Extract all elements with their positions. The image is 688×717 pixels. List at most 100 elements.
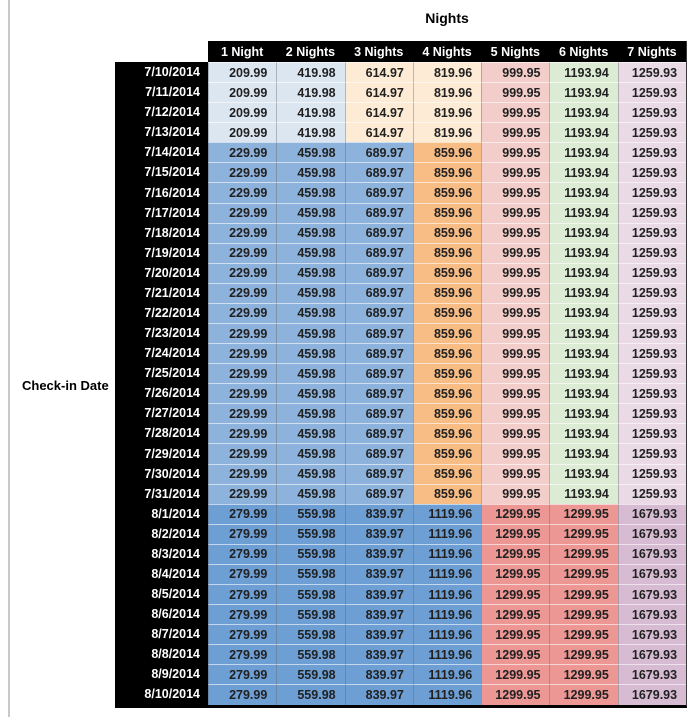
price-cell: 279.99	[208, 604, 277, 625]
price-cell: 1119.96	[412, 684, 482, 705]
price-cell: 1259.93	[617, 242, 687, 263]
price-cell: 1299.95	[549, 543, 618, 564]
price-cell: 1259.93	[617, 82, 687, 103]
price-cell: 1299.95	[481, 604, 550, 625]
price-cell: 229.99	[208, 262, 277, 283]
price-cell: 614.97	[344, 82, 413, 103]
price-cell: 859.96	[412, 483, 482, 504]
price-cell: 559.98	[276, 624, 345, 645]
price-cell: 559.98	[276, 563, 345, 585]
price-cell: 999.95	[481, 463, 550, 484]
price-cell: 689.97	[344, 323, 413, 344]
price-cell: 229.99	[208, 302, 277, 324]
row-date-cell: 7/30/2014	[115, 463, 208, 484]
price-cell: 459.98	[276, 363, 345, 384]
price-cell: 279.99	[208, 523, 277, 544]
price-cell: 999.95	[481, 383, 550, 404]
price-cell: 689.97	[344, 282, 413, 303]
price-cell: 999.95	[481, 142, 550, 163]
row-date-cell: 7/24/2014	[115, 343, 208, 364]
price-cell: 859.96	[412, 403, 482, 424]
row-date-cell: 8/10/2014	[115, 684, 208, 705]
column-header: 7 Nights	[617, 41, 687, 62]
price-cell: 1679.93	[617, 644, 687, 665]
price-cell: 209.99	[208, 62, 277, 83]
price-cell: 1299.95	[549, 664, 618, 685]
price-cell: 1259.93	[617, 323, 687, 344]
price-cell: 1259.93	[617, 443, 687, 464]
price-cell: 459.98	[276, 423, 345, 444]
price-cell: 999.95	[481, 162, 550, 183]
price-cell: 999.95	[481, 443, 550, 464]
price-cell: 689.97	[344, 403, 413, 424]
row-date-cell: 7/22/2014	[115, 302, 208, 324]
price-cell: 689.97	[344, 483, 413, 504]
price-cell: 1193.94	[549, 403, 618, 424]
price-cell: 1679.93	[617, 584, 687, 605]
price-cell: 1193.94	[549, 162, 618, 183]
price-cell: 1299.95	[549, 684, 618, 705]
price-cell: 229.99	[208, 242, 277, 263]
price-cell: 1299.95	[549, 644, 618, 665]
price-cell: 1259.93	[617, 122, 687, 143]
price-cell: 1259.93	[617, 182, 687, 203]
price-cell: 1679.93	[617, 664, 687, 685]
price-cell: 1259.93	[617, 343, 687, 364]
price-cell: 859.96	[412, 383, 482, 404]
row-date-cell: 8/1/2014	[115, 503, 208, 524]
price-cell: 1193.94	[549, 102, 618, 123]
price-cell: 1259.93	[617, 403, 687, 424]
price-cell: 1299.95	[481, 503, 550, 524]
price-cell: 1259.93	[617, 302, 687, 324]
price-cell: 1193.94	[549, 202, 618, 223]
price-cell: 1193.94	[549, 463, 618, 484]
price-cell: 459.98	[276, 443, 345, 464]
price-cell: 689.97	[344, 423, 413, 444]
column-header: 6 Nights	[549, 41, 618, 62]
price-cell: 859.96	[412, 302, 482, 324]
price-cell: 209.99	[208, 122, 277, 143]
price-cell: 999.95	[481, 423, 550, 444]
row-date-cell: 8/2/2014	[115, 523, 208, 544]
price-cell: 859.96	[412, 463, 482, 484]
price-cell: 689.97	[344, 262, 413, 283]
price-cell: 229.99	[208, 443, 277, 464]
price-cell: 614.97	[344, 62, 413, 83]
row-date-cell: 7/25/2014	[115, 363, 208, 384]
price-cell: 839.97	[344, 503, 413, 524]
price-cell: 229.99	[208, 222, 277, 243]
price-cell: 1299.95	[481, 523, 550, 544]
price-cell: 459.98	[276, 262, 345, 283]
price-cell: 459.98	[276, 463, 345, 484]
price-cell: 229.99	[208, 383, 277, 404]
price-cell: 689.97	[344, 463, 413, 484]
price-cell: 1119.96	[412, 584, 482, 605]
price-cell: 1193.94	[549, 222, 618, 243]
row-date-cell: 8/4/2014	[115, 563, 208, 585]
price-cell: 1299.95	[481, 624, 550, 645]
price-cell: 689.97	[344, 182, 413, 203]
price-cell: 859.96	[412, 242, 482, 263]
price-cell: 1259.93	[617, 222, 687, 243]
price-cell: 279.99	[208, 644, 277, 665]
price-cell: 1119.96	[412, 624, 482, 645]
row-date-cell: 8/9/2014	[115, 664, 208, 685]
price-cell: 839.97	[344, 584, 413, 605]
price-cell: 999.95	[481, 282, 550, 303]
price-cell: 819.96	[412, 102, 482, 123]
row-date-cell: 7/29/2014	[115, 443, 208, 464]
price-cell: 689.97	[344, 443, 413, 464]
price-cell: 1299.95	[549, 503, 618, 524]
price-cell: 1299.95	[481, 543, 550, 564]
price-cell: 819.96	[412, 122, 482, 143]
price-cell: 279.99	[208, 503, 277, 524]
price-cell: 419.98	[276, 82, 345, 103]
price-cell: 1193.94	[549, 262, 618, 283]
price-cell: 459.98	[276, 222, 345, 243]
price-cell: 1119.96	[412, 604, 482, 625]
price-cell: 1299.95	[481, 644, 550, 665]
row-date-cell: 8/5/2014	[115, 584, 208, 605]
row-date-cell: 7/15/2014	[115, 162, 208, 183]
row-date-cell: 7/26/2014	[115, 383, 208, 404]
